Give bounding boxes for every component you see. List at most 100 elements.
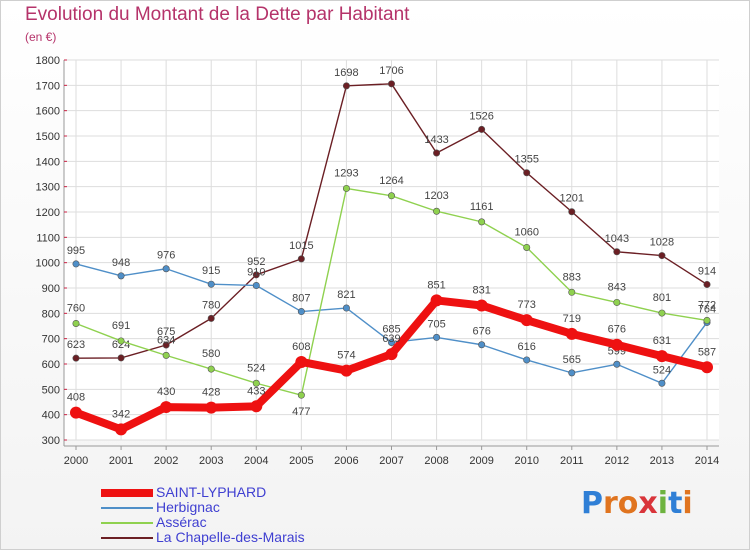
data-point [342, 82, 350, 90]
data-point [340, 364, 353, 377]
legend-item: La Chapelle-des-Marais [101, 530, 305, 545]
y-tick-label: 1000 [36, 258, 60, 270]
data-point [72, 354, 80, 362]
data-point [252, 379, 260, 387]
data-label: 1706 [379, 65, 403, 77]
y-tick-label: 700 [42, 334, 60, 346]
data-label: 831 [472, 284, 490, 296]
data-point [72, 319, 80, 327]
data-point [565, 327, 578, 340]
data-point [342, 184, 350, 192]
y-tick-label: 1800 [36, 55, 60, 67]
data-label: 952 [247, 256, 265, 268]
data-label: 608 [292, 341, 310, 353]
data-label: 915 [202, 265, 220, 277]
data-point [387, 80, 395, 88]
data-label: 995 [67, 245, 85, 257]
data-label: 639 [382, 333, 400, 345]
data-label: 574 [337, 350, 355, 362]
legend-label: Assérac [156, 514, 207, 530]
data-point [658, 252, 666, 260]
data-point [613, 248, 621, 256]
data-label: 1161 [470, 201, 494, 213]
data-point [430, 294, 443, 307]
x-tick-label: 2008 [424, 455, 448, 467]
data-label: 616 [518, 341, 536, 353]
logo-letter: r [603, 486, 618, 521]
data-label: 914 [698, 265, 716, 277]
data-label: 807 [292, 293, 310, 305]
y-tick-label: 1600 [36, 106, 60, 118]
data-label: 428 [202, 387, 220, 399]
data-label: 623 [67, 339, 85, 351]
logo-letter: x [638, 486, 658, 521]
data-label: 1028 [650, 237, 674, 249]
data-label: 477 [292, 406, 310, 418]
data-point [568, 208, 576, 216]
data-label: 780 [202, 299, 220, 311]
data-point [295, 355, 308, 368]
x-tick-label: 2006 [334, 455, 358, 467]
data-point [703, 316, 711, 324]
data-label: 408 [67, 392, 85, 404]
x-tick-label: 2007 [379, 455, 403, 467]
data-point [297, 255, 305, 263]
y-tick-label: 500 [42, 384, 60, 396]
data-point [160, 401, 173, 414]
y-tick-label: 1300 [36, 182, 60, 194]
chart-unit: (en €) [25, 30, 57, 44]
data-label: 705 [427, 318, 445, 330]
data-point [478, 341, 486, 349]
proxiti-logo: Proxiti [581, 486, 693, 521]
legend-swatch [101, 488, 153, 497]
data-label: 1015 [289, 240, 313, 252]
data-point [162, 351, 170, 359]
x-tick-label: 2005 [289, 455, 313, 467]
data-label: 1203 [424, 190, 448, 202]
data-label: 976 [157, 250, 175, 262]
data-label: 773 [518, 299, 536, 311]
legend-label: SAINT-LYPHARD [156, 484, 267, 500]
data-label: 1060 [514, 226, 538, 238]
data-point [342, 304, 350, 312]
data-point [520, 314, 533, 327]
data-point [205, 401, 218, 414]
legend-item: SAINT-LYPHARD [101, 485, 305, 500]
legend-item: Assérac [101, 515, 305, 530]
data-label: 587 [698, 346, 716, 358]
chart-title: Evolution du Montant de la Dette par Hab… [25, 4, 410, 25]
data-point [610, 338, 623, 351]
data-point [252, 281, 260, 289]
data-point [433, 207, 441, 215]
x-tick-label: 2003 [199, 455, 223, 467]
data-point [385, 348, 398, 361]
data-label: 676 [608, 324, 626, 336]
data-point [207, 280, 215, 288]
data-point [297, 391, 305, 399]
data-point [207, 314, 215, 322]
data-point [207, 365, 215, 373]
data-label: 948 [112, 257, 130, 269]
y-tick-label: 600 [42, 359, 60, 371]
x-tick-label: 2009 [469, 455, 493, 467]
data-label: 565 [563, 354, 581, 366]
data-point [433, 333, 441, 341]
data-point [117, 337, 125, 345]
data-label: 676 [472, 326, 490, 338]
data-label: 1293 [334, 167, 358, 179]
data-point [297, 308, 305, 316]
y-tick-label: 800 [42, 308, 60, 320]
data-point [387, 338, 395, 346]
logo-letter: i [682, 486, 693, 521]
data-label: 524 [247, 362, 265, 374]
data-point [701, 361, 713, 374]
data-point [478, 125, 486, 133]
data-label: 1043 [605, 233, 629, 245]
data-point [252, 271, 260, 279]
data-label: 843 [608, 281, 626, 293]
data-point [658, 379, 666, 387]
data-label: 801 [653, 292, 671, 304]
legend-swatch [101, 521, 153, 524]
data-point [478, 218, 486, 226]
